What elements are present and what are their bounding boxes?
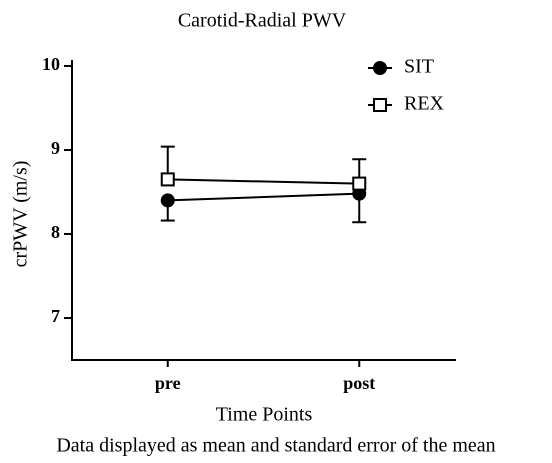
series-line <box>167 192 360 202</box>
y-tick-label: 9 <box>51 138 60 158</box>
point-marker <box>160 193 175 208</box>
y-tick-label: 7 <box>51 306 60 326</box>
series-line <box>167 178 360 185</box>
y-axis-label: crPWV (m/s) <box>10 161 32 268</box>
x-axis-label: Time Points <box>216 404 313 426</box>
annotation: Data displayed as mean and standard erro… <box>56 435 495 457</box>
x-tick-label: pre <box>155 373 181 393</box>
y-tick-label: 8 <box>51 222 60 242</box>
point-marker <box>352 176 367 191</box>
legend-label: REX <box>404 93 445 115</box>
chart-title: Carotid-Radial PWV <box>178 10 347 32</box>
legend-marker <box>373 61 387 75</box>
legend-label: SIT <box>404 56 434 78</box>
point-marker <box>160 172 175 187</box>
x-tick-label: post <box>343 373 375 393</box>
y-tick-label: 10 <box>42 54 60 74</box>
legend-marker <box>373 98 387 112</box>
